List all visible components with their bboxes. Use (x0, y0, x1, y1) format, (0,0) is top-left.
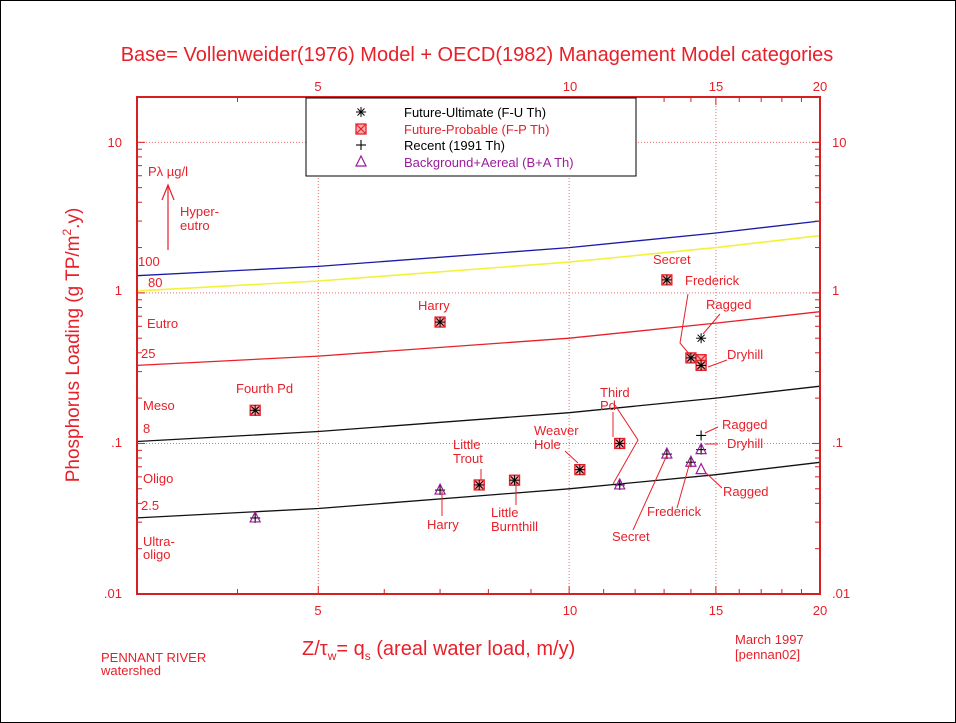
marker-triangle-ragged (695, 462, 708, 475)
annotation-frederick-fp: Frederick (685, 273, 740, 288)
chart-title: Base= Vollenweider(1976) Model + OECD(19… (121, 44, 834, 66)
leader-dryhill-fp (707, 359, 728, 368)
annotation-ragged-ba: Ragged (723, 484, 769, 499)
curve-label-8: 8 (143, 421, 150, 436)
footer-watershed: PENNANT RIVER watershed (100, 650, 206, 678)
marker-asterisk-frederick-ray (687, 354, 695, 362)
curve-label-80: 80 (148, 275, 162, 290)
annotation-harry-ba: Harry (427, 517, 459, 532)
x-tick-bottom-10: 10 (563, 603, 577, 618)
annotation-dryhill-ba: Dryhill (727, 436, 763, 451)
annotation-little-burnthill: Little Burnthill (491, 505, 538, 534)
marker-triangle-dryhill (695, 442, 708, 455)
leader-secret-ba (632, 454, 668, 531)
x-axis-label: Z/τw= qs (areal water load, m/y) (302, 638, 575, 663)
leader-weaver (564, 450, 579, 464)
x-tick-bottom-15: 15 (709, 603, 723, 618)
leader-ragged-recent (704, 426, 719, 434)
curve-8 (136, 385, 821, 443)
y-tick-left-1: 1 (115, 283, 122, 298)
category-hyper-eutro: Hyper-eutro (180, 204, 219, 233)
curve-label-100: 100 (138, 254, 160, 269)
legend-marker-boxed-x-x2 (355, 123, 367, 135)
marker-triangle-frederick (684, 454, 697, 467)
marker-asterisk-dryhill-ray (697, 361, 705, 370)
legend-markers (355, 107, 367, 167)
leader-frederick-ba (676, 461, 691, 509)
legend-label-future-probable: Future-Probable (F-P Th) (404, 122, 549, 137)
marker-asterisk-weaver-hole-ray (575, 465, 584, 474)
annotation-third-pd: Third Pd (600, 385, 630, 413)
marker-triangle-harry (434, 482, 447, 495)
category-eutro: Eutro (147, 316, 178, 331)
marker-triangle-third-pd (613, 477, 626, 490)
annotation-ragged-recent: Ragged (722, 417, 768, 432)
grid (137, 97, 820, 594)
marker-asterisk-secret-ray (663, 276, 671, 284)
legend-label-recent: Recent (1991 Th) (404, 138, 505, 153)
y-tick-right-0.01: .01 (832, 586, 850, 601)
plot-area-border (136, 96, 821, 595)
footer-date: March 1997 [pennan02] (735, 632, 804, 662)
legend-label-future-ultimate: Future-Ultimate (F-U Th) (404, 105, 546, 120)
y-tick-right-1: 1 (832, 283, 839, 298)
legend-marker-triangle (355, 154, 367, 167)
annotation-secret-ba: Secret (612, 529, 650, 544)
curve-2.5 (136, 461, 821, 519)
annotation-dryhill-fp: Dryhill (727, 347, 763, 362)
marker-triangle-secret (660, 446, 673, 459)
curve-25 (136, 311, 821, 367)
leader-ragged-ba (704, 471, 723, 489)
category-ultra-oligo: Ultra-oligo (143, 534, 175, 562)
y-tick-right-0.1: .1 (832, 435, 843, 450)
annotation-weaver-hole: Weaver Hole (534, 423, 579, 452)
leader-frederick-fp (679, 293, 691, 356)
leader-lines (441, 293, 728, 531)
annotation-ragged-fu: Ragged (706, 297, 752, 312)
curve-80 (136, 234, 821, 292)
category-oligo: Oligo (143, 471, 173, 486)
annotation-harry-fp: Harry (418, 298, 450, 313)
marker-asterisk-harry-ray (436, 318, 444, 326)
annotation-little-trout: Little Trout (453, 437, 483, 466)
arrow-label: Pλ µg/l (148, 164, 188, 179)
marker-asterisk-ragged-ray (697, 334, 705, 343)
annotation-secret-fp: Secret (653, 252, 691, 267)
curve-label-25: 25 (141, 346, 155, 361)
marker-asterisk-third-pd-ray (615, 439, 624, 448)
curves (136, 220, 821, 519)
category-meso: Meso (143, 398, 175, 413)
curve-100 (136, 220, 821, 277)
y-axis-label: Phosphorus Loading (g TP/m2.y) (60, 208, 84, 483)
x-tick-top-10: 10 (563, 79, 577, 94)
x-tick-bottom-5: 5 (314, 603, 321, 618)
y-tick-left-0.01: .01 (104, 586, 122, 601)
markers (249, 274, 708, 523)
legend-label-background: Background+Aereal (B+A Th) (404, 155, 574, 170)
marker-triangle-fourth-pd (249, 510, 262, 523)
legend-marker-asterisk-ray (357, 108, 365, 116)
x-tick-top-20: 20 (813, 79, 827, 94)
x-tick-top-15: 15 (709, 79, 723, 94)
annotation-fourth-pd: Fourth Pd (236, 381, 293, 396)
marker-asterisk-little-trout-ray (475, 481, 484, 489)
x-tick-top-5: 5 (314, 79, 321, 94)
up-arrow-head (161, 183, 175, 201)
marker-asterisk-fourth-pd-ray (251, 406, 260, 415)
leader-third-pd-ba (612, 404, 639, 485)
y-tick-right-10: 10 (832, 135, 846, 150)
legend: Future-Ultimate (F-U Th) Future-Probable… (305, 97, 637, 177)
x-tick-bottom-20: 20 (813, 603, 827, 618)
curve-label-2.5: 2.5 (141, 498, 159, 513)
marker-asterisk-little-burnthill-ray (510, 476, 519, 485)
leader-ragged-fu (702, 313, 721, 335)
y-tick-left-0.1: .1 (111, 435, 122, 450)
annotation-frederick-ba: Frederick (647, 504, 702, 519)
y-tick-left-10: 10 (108, 135, 122, 150)
